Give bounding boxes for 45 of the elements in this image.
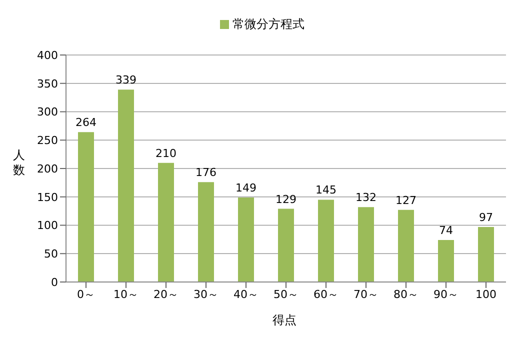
x-tick-label: 90～ (434, 288, 458, 301)
x-tick-label: 30～ (194, 288, 218, 301)
x-tick-label: 0～ (77, 288, 95, 301)
data-label: 74 (439, 224, 453, 238)
y-tick-label: 50 (44, 248, 58, 261)
data-label: 264 (76, 116, 96, 130)
x-tick-label: 20～ (154, 288, 178, 301)
x-tick-label: 100 (476, 288, 496, 301)
y-tick-label: 350 (37, 77, 58, 90)
data-label: 145 (316, 184, 336, 197)
bar (78, 132, 94, 282)
data-label: 339 (116, 74, 136, 87)
bar (158, 162, 174, 282)
y-tick-label: 0 (51, 276, 58, 289)
bar (198, 182, 214, 282)
x-tick-label: 40～ (234, 288, 258, 301)
bar (278, 208, 294, 282)
bar (118, 90, 134, 282)
bar (438, 240, 454, 282)
data-label: 210 (156, 146, 176, 160)
x-tick-label: 50～ (274, 288, 298, 301)
y-tick-label: 100 (37, 219, 58, 232)
bar (358, 207, 374, 282)
x-tick-label: 80～ (394, 288, 418, 301)
data-label: 97 (479, 210, 493, 224)
x-axis-title: 得点 (272, 312, 298, 329)
x-tick-label: 60～ (314, 288, 338, 301)
x-tick-label: 10～ (114, 288, 138, 301)
bar (478, 226, 494, 282)
data-label: 129 (276, 192, 296, 206)
bar (398, 210, 414, 282)
legend-label: 常微分方程式 (232, 17, 304, 31)
data-label: 132 (356, 191, 376, 204)
data-label: 149 (236, 181, 256, 194)
data-label: 176 (196, 166, 216, 180)
y-axis-title: 人数 (12, 148, 26, 178)
bar (238, 197, 254, 282)
y-tick-label: 200 (37, 162, 58, 176)
x-tick-label: 70～ (354, 288, 378, 301)
bar (318, 200, 334, 282)
y-tick-label: 250 (37, 134, 58, 148)
y-tick-label: 300 (37, 106, 58, 119)
y-tick-label: 400 (37, 48, 58, 62)
data-label: 127 (396, 194, 416, 207)
y-tick-label: 150 (37, 190, 58, 204)
